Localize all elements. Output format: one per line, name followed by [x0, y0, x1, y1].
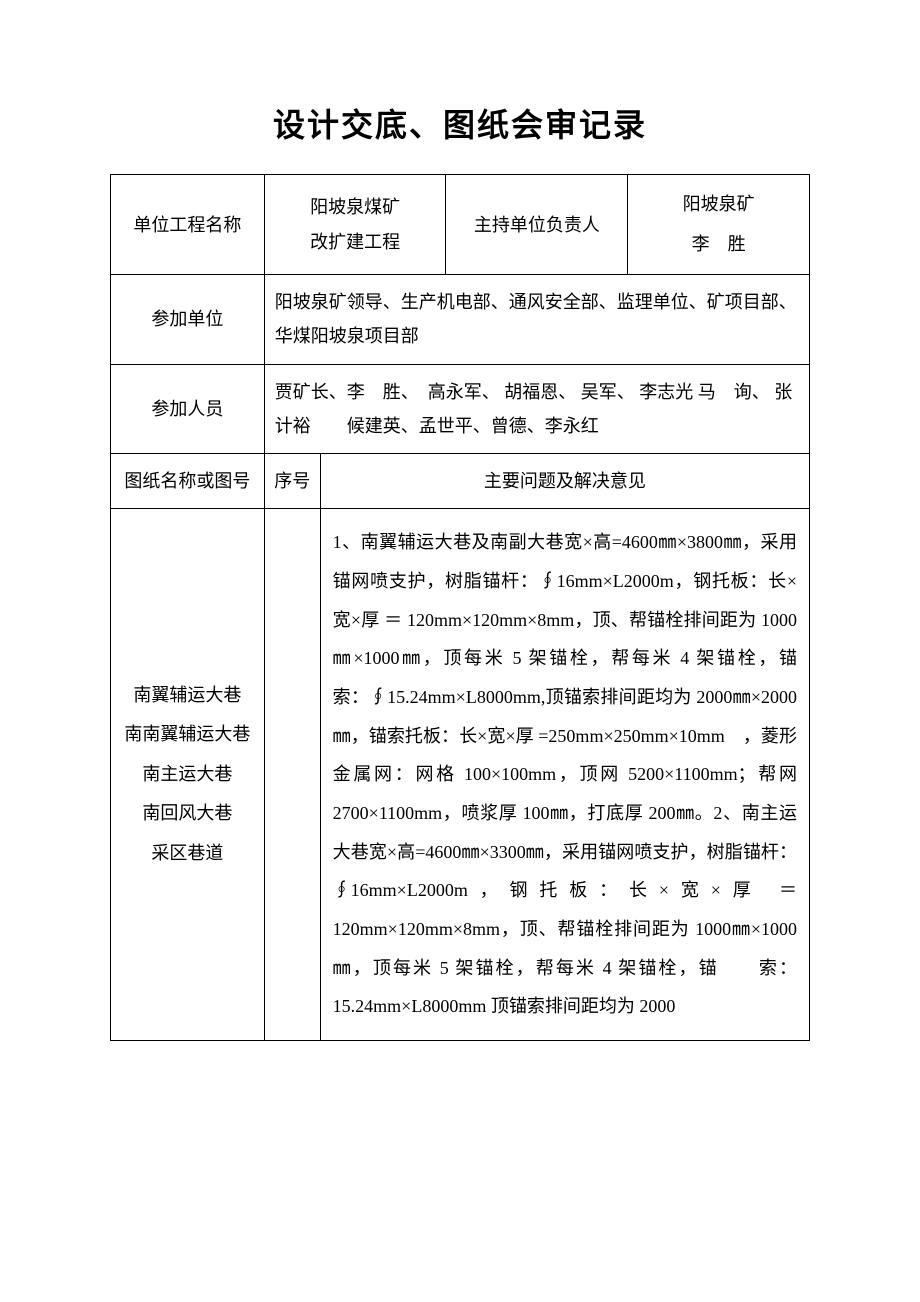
drawing-name-item: 采区巷道: [151, 843, 223, 863]
drawing-name-item: 南主运大巷: [142, 764, 232, 784]
table-row-units: 参加单位 阳坡泉矿领导、生产机电部、通风安全部、监理单位、矿项目部、华煤阳坡泉项…: [111, 275, 810, 364]
text-line: 阳坡泉煤矿: [310, 197, 400, 217]
label-participating-people: 参加人员: [111, 364, 265, 453]
drawing-name-item: 南翼辅运大巷: [133, 685, 241, 705]
cell-seq: [264, 509, 320, 1041]
document-title: 设计交底、图纸会审记录: [110, 100, 810, 146]
value-participating-people: 贾矿长、李 胜、 高永军、 胡福恩、 吴军、 李志光 马 询、 张计裕 候建英、…: [264, 364, 809, 453]
table-row-people: 参加人员 贾矿长、李 胜、 高永军、 胡福恩、 吴军、 李志光 马 询、 张计裕…: [111, 364, 810, 453]
label-participating-units: 参加单位: [111, 275, 265, 364]
value-host-leader: 阳坡泉矿 李 胜: [628, 175, 810, 275]
value-project-name: 阳坡泉煤矿 改扩建工程: [264, 175, 446, 275]
drawing-name-item: 南回风大巷: [142, 803, 232, 823]
record-table: 单位工程名称 阳坡泉煤矿 改扩建工程 主持单位负责人 阳坡泉矿 李 胜 参加单位…: [110, 174, 810, 1041]
cell-drawing-names: 南翼辅运大巷 南南翼辅运大巷 南主运大巷 南回风大巷 采区巷道: [111, 509, 265, 1041]
label-project-name: 单位工程名称: [111, 175, 265, 275]
col-drawing-name: 图纸名称或图号: [111, 453, 265, 508]
col-issues: 主要问题及解决意见: [320, 453, 809, 508]
drawing-name-item: 南南翼辅运大巷: [124, 724, 250, 744]
document-page: 设计交底、图纸会审记录 单位工程名称 阳坡泉煤矿 改扩建工程 主持单位负责人 阳…: [0, 0, 920, 1101]
table-row-columns: 图纸名称或图号 序号 主要问题及解决意见: [111, 453, 810, 508]
col-seq: 序号: [264, 453, 320, 508]
text-line: 改扩建工程: [310, 232, 400, 252]
text-line: 李 胜: [692, 234, 746, 254]
label-host-leader: 主持单位负责人: [446, 175, 628, 275]
text-line: 阳坡泉矿: [683, 194, 755, 214]
table-row-content: 南翼辅运大巷 南南翼辅运大巷 南主运大巷 南回风大巷 采区巷道 1、南翼辅运大巷…: [111, 509, 810, 1041]
cell-detail: 1、南翼辅运大巷及南副大巷宽×高=4600㎜×3800㎜，采用锚网喷支护，树脂锚…: [320, 509, 809, 1041]
value-participating-units: 阳坡泉矿领导、生产机电部、通风安全部、监理单位、矿项目部、华煤阳坡泉项目部: [264, 275, 809, 364]
table-row-header1: 单位工程名称 阳坡泉煤矿 改扩建工程 主持单位负责人 阳坡泉矿 李 胜: [111, 175, 810, 275]
